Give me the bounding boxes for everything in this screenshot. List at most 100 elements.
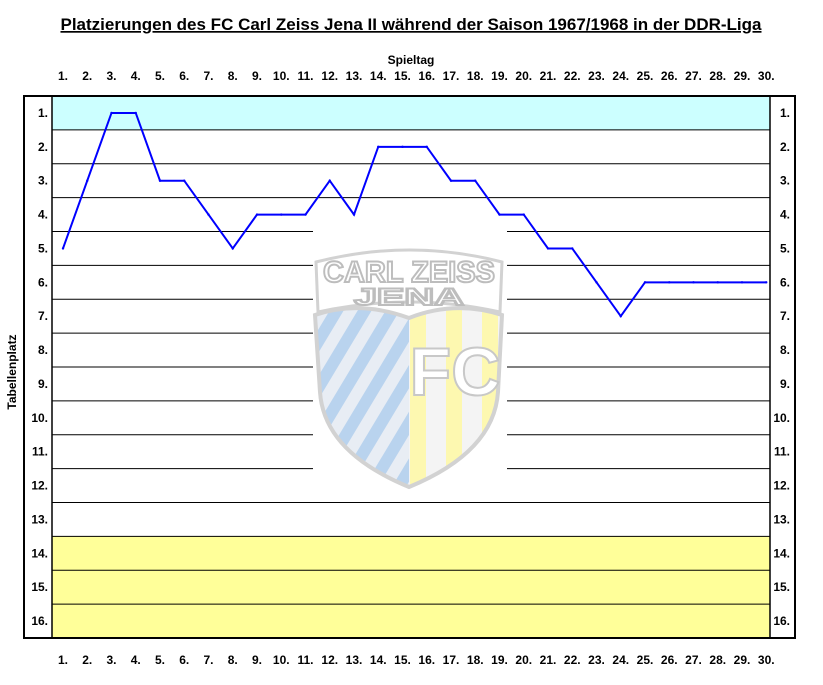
x-tick-label-bottom: 8. [228, 653, 238, 667]
x-tick-label-bottom: 20. [515, 653, 532, 667]
x-tick-label-bottom: 21. [540, 653, 557, 667]
x-tick-label-top: 8. [228, 69, 238, 83]
x-tick-label-top: 26. [661, 69, 678, 83]
y-tick-label-right: 8. [780, 343, 790, 357]
x-tick-label-top: 9. [252, 69, 262, 83]
y-tick-label-right: 4. [780, 208, 790, 222]
x-tick-label-bottom: 27. [685, 653, 702, 667]
y-tick-label-right: 15. [773, 580, 790, 594]
data-point [231, 247, 234, 250]
y-tick-label: 9. [38, 377, 48, 391]
data-point [401, 145, 404, 149]
x-tick-label-bottom: 5. [155, 653, 165, 667]
data-point [643, 281, 647, 284]
y-tick-label-right: 12. [773, 479, 790, 493]
y-tick-label: 14. [31, 546, 48, 560]
band-1 [52, 96, 770, 130]
y-tick-label: 5. [38, 241, 48, 255]
data-point [692, 281, 695, 284]
x-tick-label-bottom: 13. [346, 653, 363, 667]
x-tick-label-top: 2. [82, 69, 92, 83]
data-point [522, 213, 525, 216]
data-point [571, 247, 574, 250]
x-tick-label-bottom: 25. [637, 653, 654, 667]
x-axis-label: Spieltag [388, 53, 435, 67]
logo-text-top: CARL ZEISS [323, 256, 495, 289]
data-point [425, 145, 428, 149]
data-point [449, 179, 453, 182]
x-tick-label-bottom: 26. [661, 653, 678, 667]
x-tick-label-top: 13. [346, 69, 363, 83]
y-tick-label-right: 7. [780, 309, 790, 323]
logo-shield-outline [312, 306, 505, 490]
y-tick-label: 15. [31, 580, 48, 594]
data-point [668, 281, 671, 284]
x-tick-label-top: 16. [418, 69, 435, 83]
y-tick-label-right: 16. [773, 614, 790, 628]
x-tick-label-bottom: 4. [131, 653, 141, 667]
data-point [546, 247, 550, 250]
data-point [134, 111, 137, 115]
y-tick-label: 1. [38, 106, 48, 120]
y-tick-label-right: 13. [773, 512, 790, 526]
x-tick-label-top: 21. [540, 69, 557, 83]
x-tick-label-bottom: 14. [370, 653, 387, 667]
x-tick-label-top: 3. [106, 69, 116, 83]
x-tick-label-top: 10. [273, 69, 290, 83]
logo-banner [314, 248, 504, 314]
x-tick-label-top: 1. [58, 69, 68, 83]
data-point [619, 314, 622, 318]
data-point [595, 281, 598, 284]
x-tick-label-bottom: 24. [612, 653, 629, 667]
logo-text-fc: FC [410, 334, 501, 410]
band-2 [52, 536, 770, 638]
y-tick-label: 13. [31, 512, 48, 526]
y-tick-label: 10. [31, 411, 48, 425]
x-tick-label-bottom: 10. [273, 653, 290, 667]
y-tick-label: 12. [31, 479, 48, 493]
data-point [158, 179, 162, 182]
chart-title: Platzierungen des FC Carl Zeiss Jena II … [60, 15, 762, 34]
x-tick-label-bottom: 7. [203, 653, 213, 667]
x-tick-label-top: 22. [564, 69, 581, 83]
y-tick-label: 8. [38, 343, 48, 357]
x-tick-label-top: 12. [321, 69, 338, 83]
y-tick-label: 16. [31, 614, 48, 628]
y-tick-label-right: 9. [780, 377, 790, 391]
x-tick-label-bottom: 29. [734, 653, 751, 667]
x-tick-label-bottom: 22. [564, 653, 581, 667]
y-tick-label: 2. [38, 140, 48, 154]
x-tick-label-bottom: 16. [418, 653, 435, 667]
x-tick-label-bottom: 6. [179, 653, 189, 667]
data-point [765, 281, 768, 284]
data-point [352, 213, 356, 216]
x-tick-label-top: 24. [612, 69, 629, 83]
x-tick-label-top: 28. [709, 69, 726, 83]
x-tick-label-bottom: 18. [467, 653, 484, 667]
x-tick-label-top: 14. [370, 69, 387, 83]
x-tick-label-top: 5. [155, 69, 165, 83]
data-point [498, 213, 501, 216]
data-point [716, 281, 719, 284]
x-tick-label-top: 17. [443, 69, 460, 83]
x-tick-label-top: 6. [179, 69, 189, 83]
y-tick-label-right: 5. [780, 241, 790, 255]
y-tick-label: 4. [38, 208, 48, 222]
x-tick-label-top: 27. [685, 69, 702, 83]
x-tick-label-bottom: 15. [394, 653, 411, 667]
x-tick-label-top: 19. [491, 69, 508, 83]
y-tick-label: 11. [32, 445, 48, 459]
x-tick-label-bottom: 3. [106, 653, 116, 667]
x-tick-label-bottom: 12. [321, 653, 338, 667]
data-point [255, 213, 259, 216]
data-point [740, 281, 744, 284]
x-tick-label-bottom: 11. [297, 653, 313, 667]
x-tick-label-bottom: 19. [491, 653, 508, 667]
x-tick-label-top: 20. [515, 69, 532, 83]
data-point [328, 179, 331, 182]
data-point [61, 247, 65, 250]
data-point [377, 145, 380, 149]
y-tick-label-right: 14. [773, 546, 790, 560]
x-tick-label-bottom: 2. [82, 653, 92, 667]
